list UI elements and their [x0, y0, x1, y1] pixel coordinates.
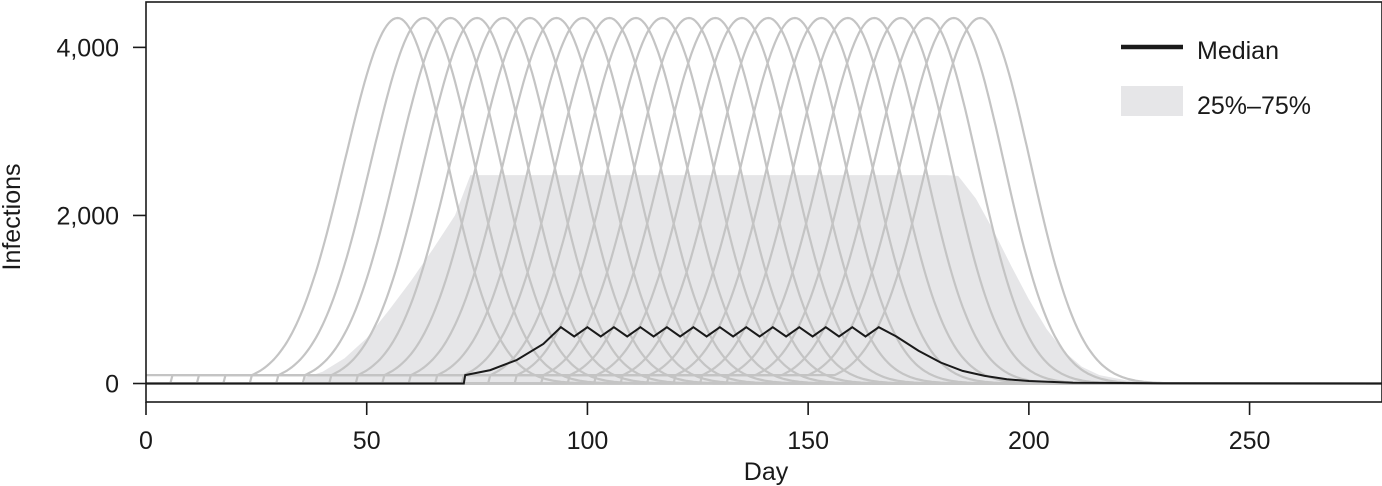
- y-tick-label-4000: 4,000: [56, 34, 119, 62]
- legend-band-swatch: [1121, 86, 1183, 116]
- x-tick-label-150: 150: [787, 427, 829, 455]
- x-tick-label-100: 100: [567, 427, 609, 455]
- y-tick-label-0: 0: [105, 371, 119, 399]
- y-tick-label-2000: 2,000: [56, 202, 119, 230]
- x-axis-label: Day: [744, 458, 789, 486]
- median-line-layer: [146, 325, 1382, 385]
- plot-frame: [145, 1, 1382, 403]
- legend: Median 25%–75%: [1121, 37, 1311, 120]
- x-tick-label-200: 200: [1008, 427, 1050, 455]
- quartile-band-area: [304, 175, 1228, 384]
- legend-median-label: Median: [1197, 37, 1279, 65]
- legend-band-label: 25%–75%: [1197, 92, 1311, 120]
- y-axis: 0 2,000 4,000: [56, 34, 146, 399]
- x-tick-label-0: 0: [139, 427, 153, 455]
- x-tick-label-50: 50: [353, 427, 381, 455]
- quartile-band-layer: [304, 175, 1228, 384]
- y-axis-label: Infections: [0, 163, 26, 270]
- x-tick-label-250: 250: [1229, 427, 1271, 455]
- x-axis: 0 50 100 150 200 250: [139, 402, 1270, 455]
- median-line: [146, 325, 1382, 385]
